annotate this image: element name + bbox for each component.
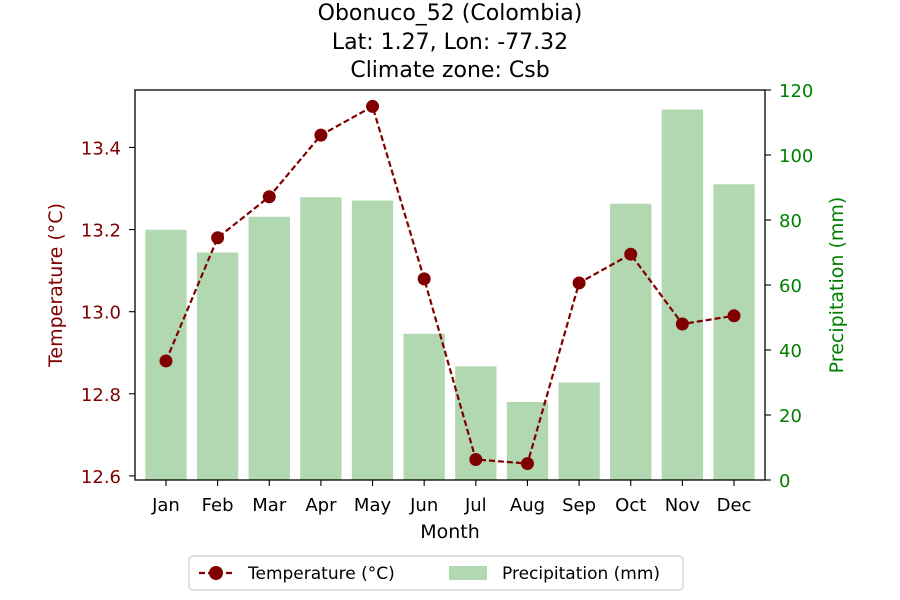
left-tick-label: 13.0 bbox=[81, 303, 121, 324]
x-tick-label: Jul bbox=[464, 495, 487, 516]
temperature-point-aug bbox=[520, 457, 534, 471]
left-tick-label: 12.6 bbox=[81, 467, 121, 488]
right-tick-label: 80 bbox=[779, 211, 802, 232]
right-tick-label: 40 bbox=[779, 341, 802, 362]
title-line-1: Obonuco_52 (Colombia) bbox=[318, 1, 583, 26]
right-tick-label: 100 bbox=[779, 146, 813, 167]
temperature-point-jun bbox=[417, 272, 431, 286]
precipitation-bar-mar bbox=[248, 216, 290, 480]
x-tick-label: Mar bbox=[252, 495, 287, 516]
x-tick-label: Dec bbox=[717, 495, 752, 516]
precipitation-bar-apr bbox=[300, 197, 342, 480]
right-tick-label: 0 bbox=[779, 471, 790, 492]
legend-frame bbox=[188, 555, 684, 591]
x-tick-label: Sep bbox=[562, 495, 596, 516]
temperature-point-sep bbox=[572, 276, 586, 290]
right-tick-label: 60 bbox=[779, 276, 802, 297]
precipitation-bar-feb bbox=[196, 252, 239, 480]
title-line-3: Climate zone: Csb bbox=[350, 58, 549, 83]
precipitation-bar-dec bbox=[713, 184, 755, 480]
temperature-point-jan bbox=[159, 354, 173, 368]
temperature-point-mar bbox=[262, 190, 276, 204]
title-line-2: Lat: 1.27, Lon: -77.32 bbox=[332, 30, 568, 55]
legend-temperature-marker bbox=[209, 566, 223, 580]
precipitation-bar-may bbox=[351, 200, 394, 480]
x-tick-label: Oct bbox=[615, 495, 646, 516]
left-tick-label: 13.4 bbox=[81, 138, 121, 159]
temperature-point-nov bbox=[675, 317, 689, 331]
precipitation-bars bbox=[145, 109, 755, 480]
temperature-point-oct bbox=[624, 247, 638, 261]
x-tick-label: Aug bbox=[510, 495, 545, 516]
temperature-point-feb bbox=[211, 231, 225, 245]
right-axis-label: Precipitation (mm) bbox=[826, 197, 848, 374]
x-tick-label: Jan bbox=[151, 495, 180, 516]
precipitation-bar-sep bbox=[558, 382, 600, 480]
precipitation-bar-nov bbox=[661, 109, 704, 480]
x-tick-label: May bbox=[354, 495, 392, 516]
x-tick-label: Apr bbox=[305, 495, 337, 516]
x-tick-label: Jun bbox=[409, 495, 438, 516]
temperature-point-jul bbox=[469, 452, 483, 466]
x-tick-label: Feb bbox=[202, 495, 234, 516]
temperature-point-apr bbox=[314, 128, 328, 142]
legend-precipitation-label: Precipitation (mm) bbox=[502, 564, 660, 584]
chart-title: Obonuco_52 (Colombia) Lat: 1.27, Lon: -7… bbox=[318, 1, 583, 83]
left-tick-label: 13.2 bbox=[81, 221, 121, 242]
temperature-line bbox=[159, 99, 741, 471]
temperature-series-line bbox=[164, 104, 735, 465]
legend-temperature-label: Temperature (°C) bbox=[247, 564, 395, 584]
precipitation-bar-oct bbox=[610, 203, 652, 480]
legend: Temperature (°C) Precipitation (mm) bbox=[188, 555, 684, 591]
temperature-point-dec bbox=[727, 309, 741, 323]
left-tick-label: 12.8 bbox=[81, 385, 121, 406]
legend-precipitation-swatch bbox=[449, 566, 487, 580]
right-tick-label: 20 bbox=[779, 406, 802, 427]
left-axis-label: Temperature (°C) bbox=[45, 203, 67, 368]
x-axis-label: Month bbox=[420, 521, 480, 543]
right-tick-label: 120 bbox=[779, 81, 813, 102]
x-tick-label: Nov bbox=[665, 495, 700, 516]
precipitation-bar-jun bbox=[403, 333, 445, 480]
temperature-point-may bbox=[366, 99, 380, 113]
axes: Jan Feb Mar Apr May Jun Jul Aug Sep Oct Nov Dec 12.6… bbox=[81, 81, 813, 516]
